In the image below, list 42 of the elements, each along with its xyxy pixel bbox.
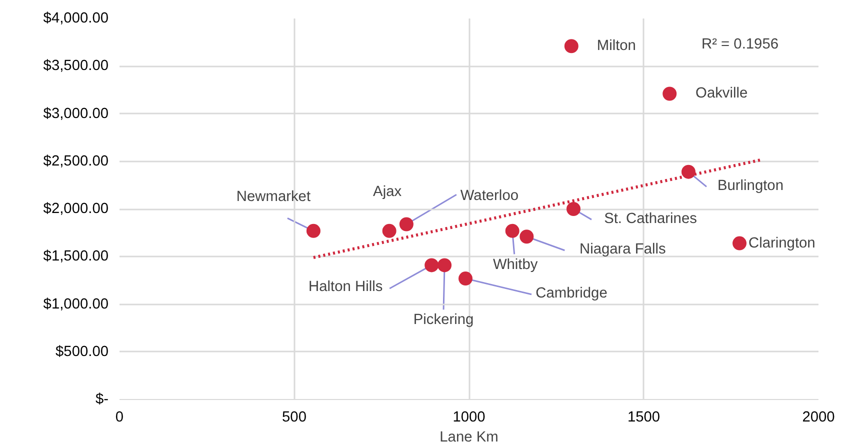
point [399, 217, 414, 232]
point [505, 224, 520, 238]
point [382, 224, 396, 238]
annotation: Niagara Falls [579, 242, 666, 258]
annotation: R² = 0.1956 [702, 36, 779, 52]
annotation: Whitby [492, 256, 538, 273]
y-tick-label: $500.00 [56, 344, 109, 360]
x-axis-title: Lane Km [440, 430, 498, 446]
annotation: Milton [596, 38, 636, 54]
annotation: Newmarket [236, 188, 311, 205]
point [566, 202, 580, 216]
y-tick-label: $- [95, 392, 109, 408]
point [520, 230, 534, 244]
y-tick-label: $2,500.00 [43, 153, 108, 170]
annotation: Clarington [748, 235, 816, 252]
y-tick-label: $1,500.00 [43, 248, 108, 265]
y-tick-label: $4,000.00 [43, 10, 108, 26]
point [438, 258, 452, 272]
annotation: Pickering [413, 312, 474, 328]
point [564, 39, 578, 54]
annotation: Halton Hills [308, 279, 383, 296]
annotation: Oakville [696, 86, 748, 102]
annotation: St. Catharines [604, 211, 697, 227]
x-tick-label: 500 [282, 410, 306, 426]
annotation: Ajax [373, 184, 402, 200]
point [681, 164, 696, 179]
x-tick-label: 0 [115, 410, 124, 426]
y-tick-label: $3,000.00 [43, 106, 108, 122]
x-tick-label: 1500 [627, 410, 660, 426]
y-tick-label: $3,500.00 [43, 58, 108, 74]
point [424, 258, 439, 272]
annotation: Burlington [717, 178, 784, 194]
annotation: Waterloo [460, 188, 518, 204]
point [662, 86, 677, 101]
point [458, 272, 473, 286]
x-tick-label: 1000 [452, 410, 486, 426]
annotation: Cambridge [536, 286, 608, 302]
y-tick-label: $2,000.00 [43, 201, 108, 217]
point [306, 224, 320, 238]
point [732, 236, 747, 250]
x-tick-label: 2000 [802, 410, 835, 426]
y-tick-label: $1,000.00 [43, 296, 108, 312]
